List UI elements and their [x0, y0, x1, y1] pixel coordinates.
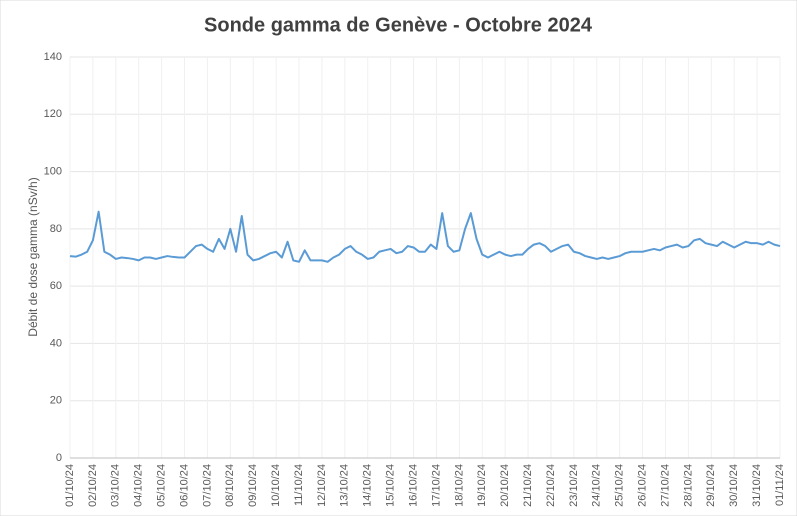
x-tick-label: 29/10/24 — [705, 464, 717, 507]
x-tick-label: 18/10/24 — [453, 464, 465, 507]
chart-title: Sonde gamma de Genève - Octobre 2024 — [204, 14, 593, 36]
x-tick-label: 27/10/24 — [659, 464, 671, 507]
x-tick-label: 06/10/24 — [178, 464, 190, 507]
x-tick-label: 15/10/24 — [385, 464, 397, 507]
y-tick-label: 120 — [44, 108, 62, 120]
x-tick-label: 26/10/24 — [636, 464, 648, 507]
x-tick-label: 04/10/24 — [133, 464, 145, 507]
x-tick-label: 21/10/24 — [522, 464, 534, 507]
x-tick-label: 11/10/24 — [293, 464, 305, 506]
data-line — [69, 210, 781, 263]
x-tick-label: 12/10/24 — [316, 464, 328, 507]
x-tick-label: 30/10/24 — [728, 464, 740, 507]
x-tick-label: 03/10/24 — [110, 464, 122, 507]
x-tick-label: 24/10/24 — [591, 464, 603, 507]
x-tick-label: 02/10/24 — [87, 464, 99, 507]
x-tick-label: 25/10/24 — [614, 464, 626, 507]
x-tick-label: 05/10/24 — [156, 464, 168, 507]
y-tick-label: 0 — [56, 452, 62, 464]
x-tick-label: 01/10/24 — [64, 464, 76, 507]
x-tick-label: 13/10/24 — [339, 464, 351, 507]
y-axis-label: Débit de dose gamma (nSv/h) — [26, 177, 40, 336]
x-tick-label: 20/10/24 — [499, 464, 511, 507]
y-tick-label: 20 — [50, 395, 62, 407]
y-tick-label: 40 — [50, 337, 62, 349]
x-tick-label: 19/10/24 — [476, 464, 488, 507]
x-tick-label: 10/10/24 — [270, 464, 282, 507]
x-tick-label: 07/10/24 — [201, 464, 213, 507]
x-tick-label: 01/11/24 — [774, 464, 786, 506]
x-tick-label: 28/10/24 — [682, 464, 694, 507]
x-tick-label: 22/10/24 — [545, 464, 557, 507]
x-tick-label: 14/10/24 — [362, 464, 374, 507]
x-tick-label: 23/10/24 — [568, 464, 580, 507]
x-tick-label: 17/10/24 — [430, 464, 442, 507]
y-tick-label: 60 — [50, 280, 62, 292]
x-tick-label: 16/10/24 — [407, 464, 419, 507]
x-tick-label: 31/10/24 — [751, 464, 763, 507]
x-tick-label: 08/10/24 — [224, 464, 236, 507]
x-tick-label: 09/10/24 — [247, 464, 259, 507]
y-tick-label: 80 — [50, 223, 62, 235]
y-tick-label: 100 — [44, 165, 62, 177]
y-tick-label: 140 — [44, 51, 62, 63]
